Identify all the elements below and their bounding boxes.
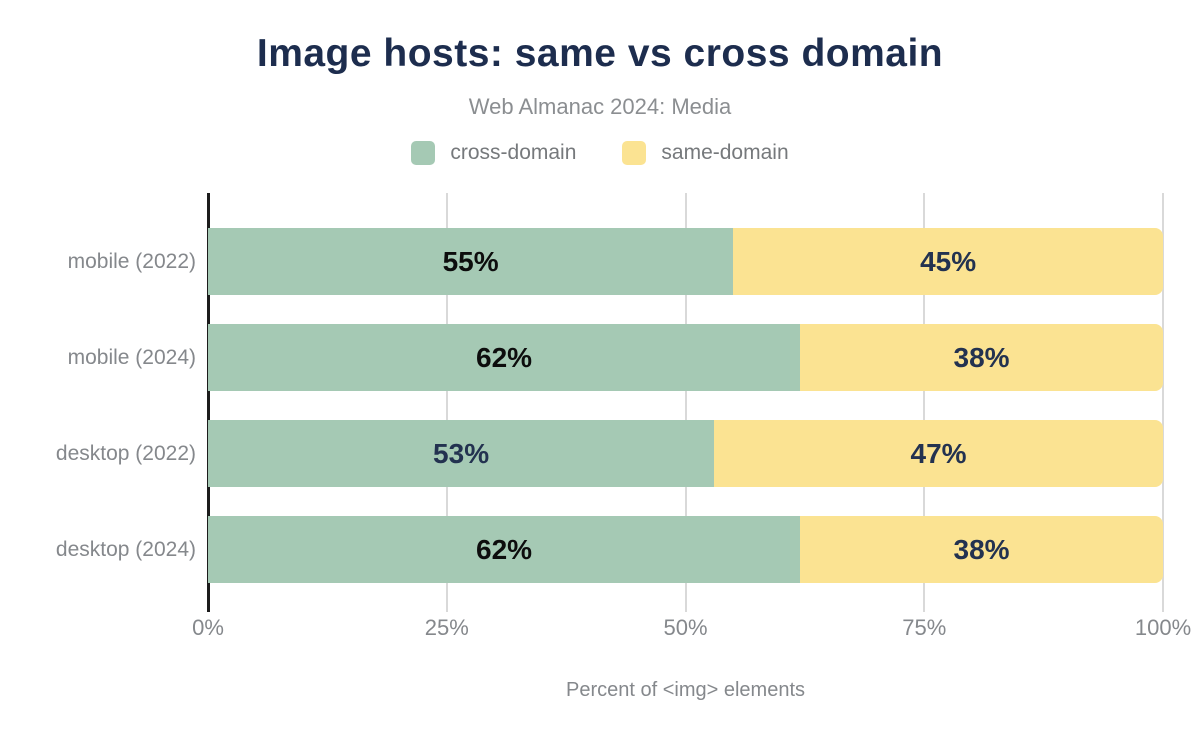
bar-value-label: 62% xyxy=(476,533,533,565)
legend-swatch-cross-domain xyxy=(411,141,436,165)
bar-segment-cross-domain: 62% xyxy=(208,324,801,391)
legend-item-same-domain: same-domain xyxy=(622,141,789,165)
bar-value-label: 45% xyxy=(920,245,977,277)
x-tick-label-25: 25% xyxy=(424,615,469,640)
bar-segment-cross-domain: 53% xyxy=(208,420,715,487)
gridline-25 xyxy=(445,193,448,612)
bar-value-label: 62% xyxy=(476,341,533,373)
category-label: desktop (2022) xyxy=(55,442,196,465)
bar-segment-cross-domain: 62% xyxy=(208,516,801,583)
x-tick-label-100: 100% xyxy=(1134,615,1192,640)
bar-value-label: 55% xyxy=(442,245,499,277)
bar-value-label: 38% xyxy=(953,341,1010,373)
bar-row-desktop-2024-: 62% 38% xyxy=(208,516,1163,583)
legend-label: cross-domain xyxy=(450,141,577,164)
bar-segment-same-domain: 45% xyxy=(733,228,1163,295)
bar-segment-same-domain: 38% xyxy=(800,516,1163,583)
legend: cross-domain same-domain xyxy=(0,141,1200,165)
bar-segment-same-domain: 47% xyxy=(714,420,1163,487)
bar-value-label: 53% xyxy=(433,437,490,469)
x-tick-label-75: 75% xyxy=(902,615,947,640)
category-label: desktop (2024) xyxy=(55,538,196,561)
legend-swatch-same-domain xyxy=(622,141,647,165)
bar-row-mobile-2024-: 62% 38% xyxy=(208,324,1163,391)
x-axis-title: Percent of <img> elements xyxy=(565,679,805,701)
gridline-75 xyxy=(923,193,926,612)
x-tick-label-50: 50% xyxy=(663,615,708,640)
category-label: mobile (2024) xyxy=(67,346,196,369)
x-tick-label-0: 0% xyxy=(192,615,224,640)
bar-row-desktop-2022-: 53% 47% xyxy=(208,420,1163,487)
chart-subtitle: Web Almanac 2024: Media xyxy=(468,94,732,119)
bar-row-mobile-2022-: 55% 45% xyxy=(208,228,1163,295)
category-label: mobile (2022) xyxy=(67,250,196,273)
bar-segment-same-domain: 38% xyxy=(800,324,1163,391)
legend-label: same-domain xyxy=(661,141,789,164)
gridline-50 xyxy=(684,193,687,612)
bar-value-label: 47% xyxy=(910,437,967,469)
bar-value-label: 38% xyxy=(953,533,1010,565)
plot-area: 55% 45% 62% 38% 53% 47% 62% 38% xyxy=(207,193,1164,612)
gridline-100 xyxy=(1162,193,1164,612)
y-axis-line xyxy=(207,193,210,612)
chart-title: Image hosts: same vs cross domain xyxy=(256,32,944,75)
bar-segment-cross-domain: 55% xyxy=(208,228,734,295)
legend-item-cross-domain: cross-domain xyxy=(411,141,576,165)
